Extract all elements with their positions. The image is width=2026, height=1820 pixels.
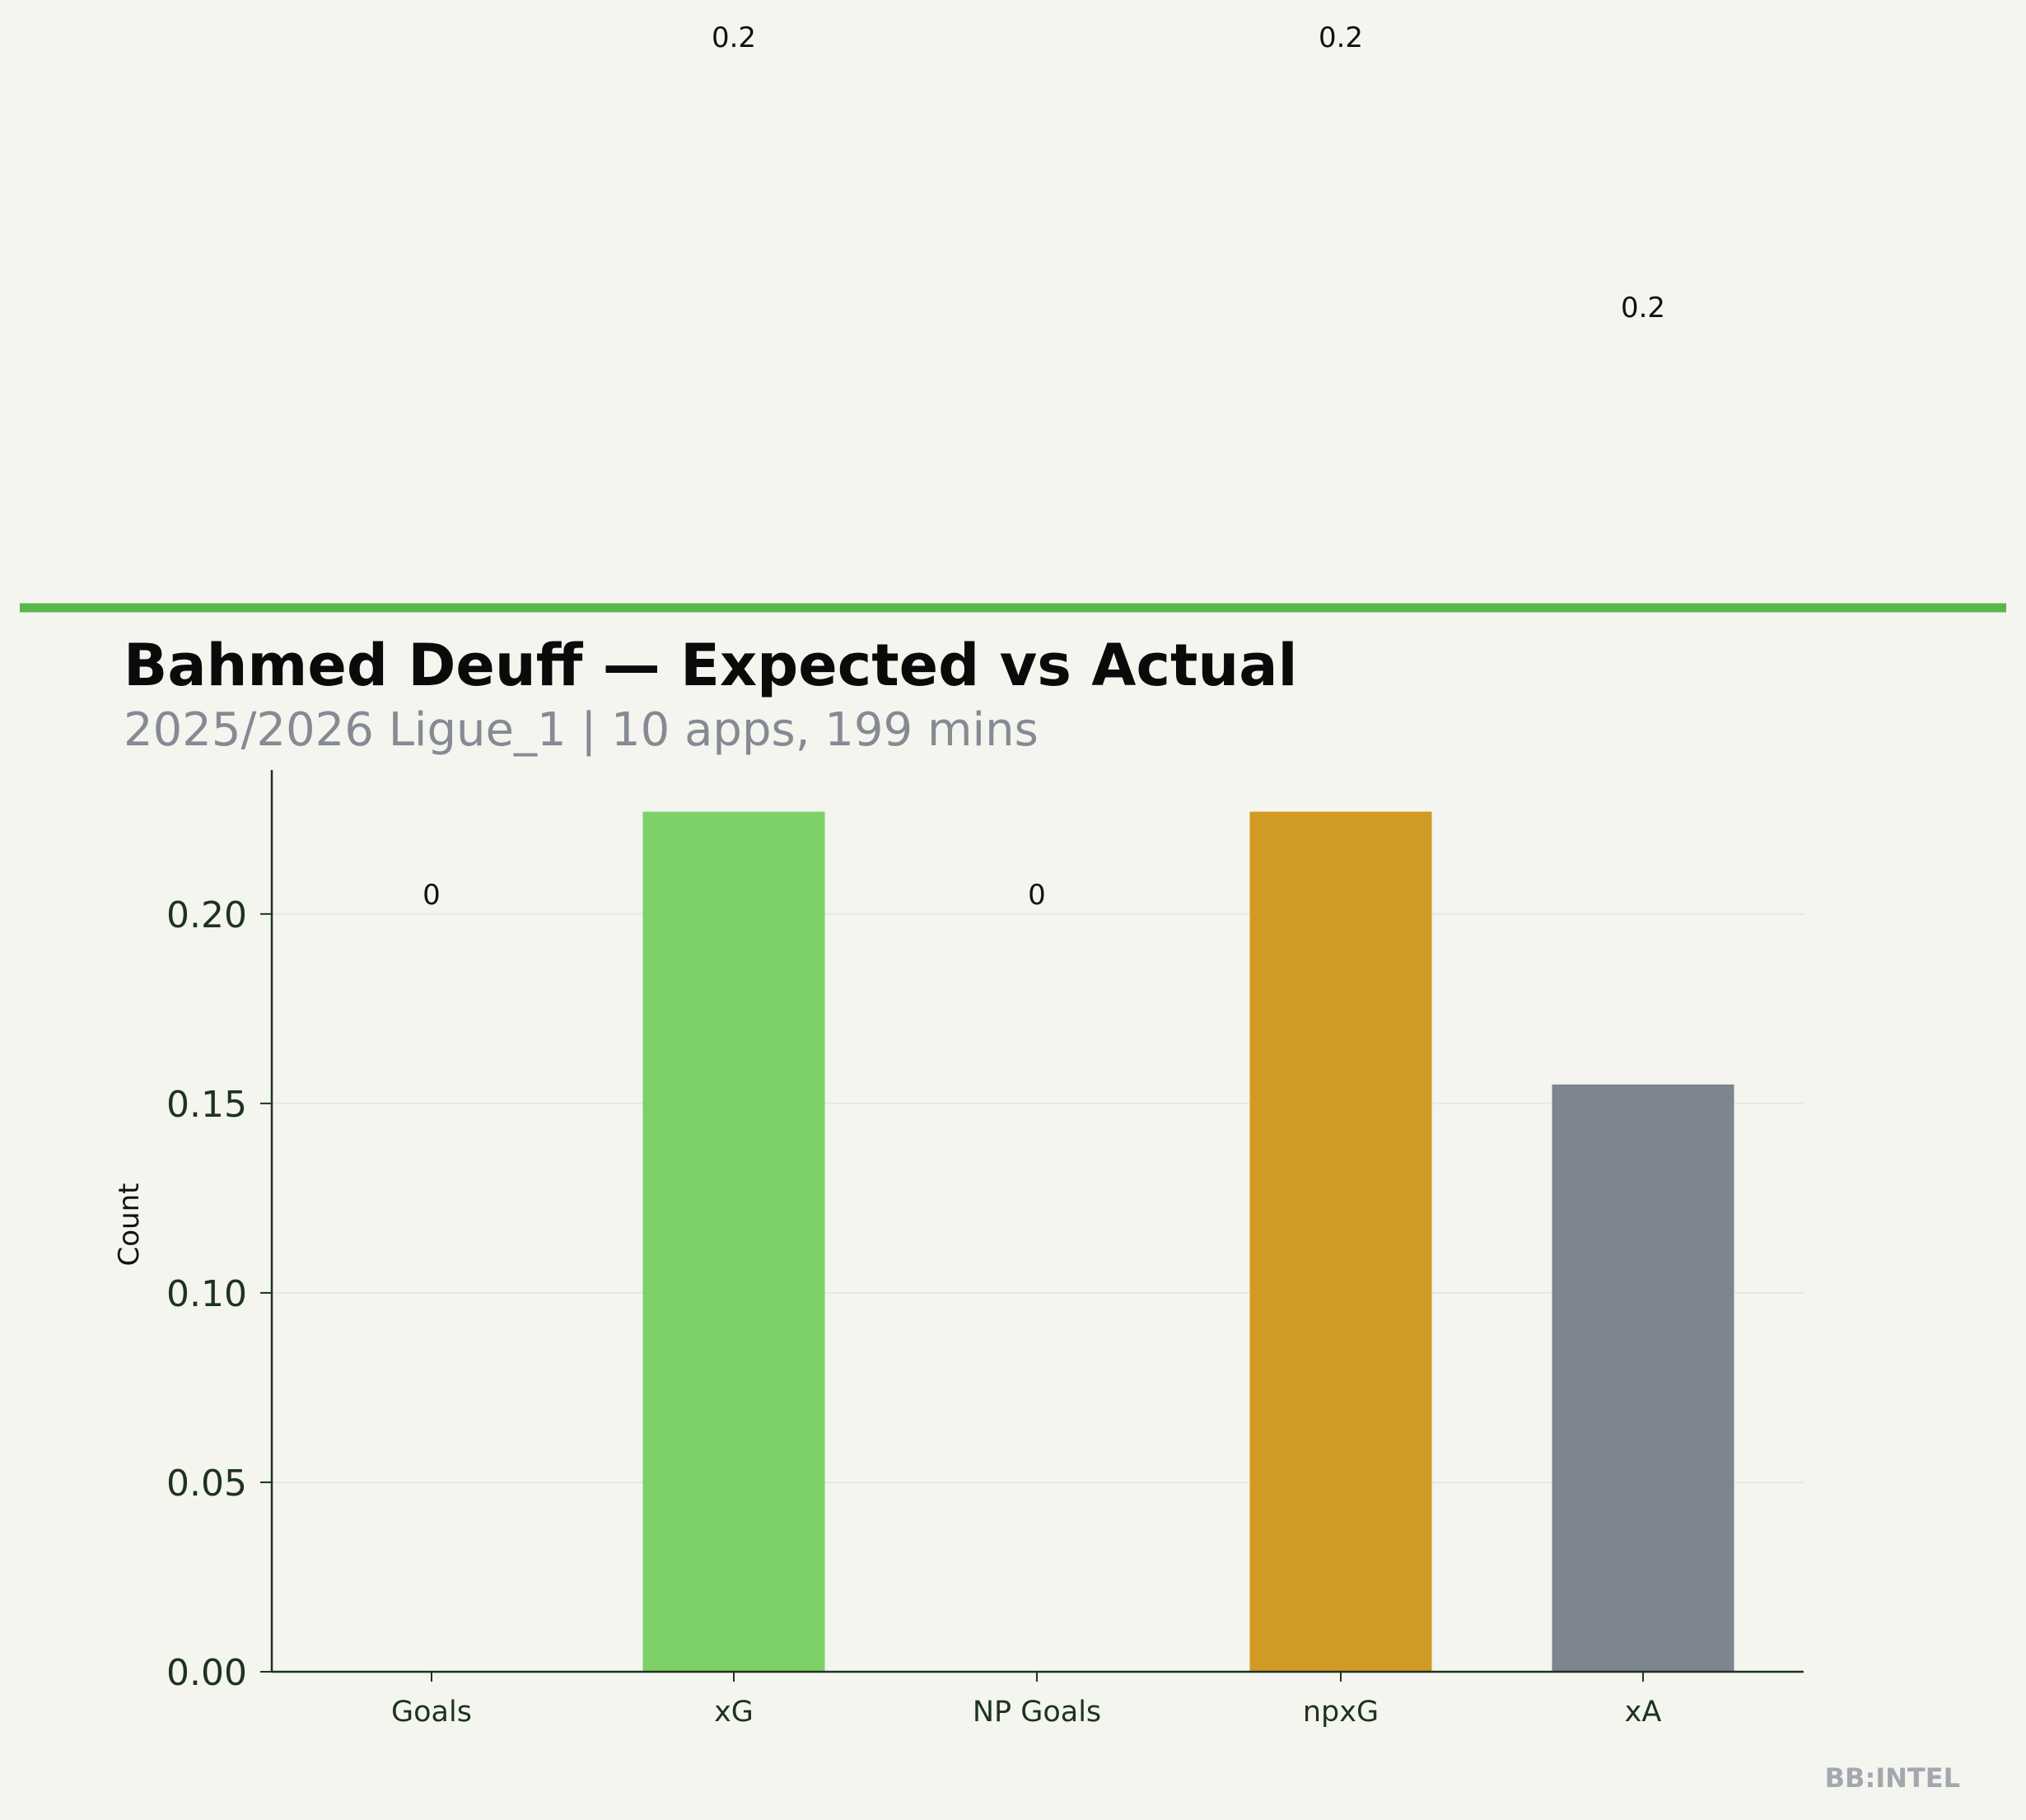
y-tick-label: 0.00 bbox=[166, 1652, 247, 1694]
data-label: 0 bbox=[1028, 879, 1046, 912]
x-tick-label: xA bbox=[1625, 1696, 1662, 1729]
chart-subtitle: 2025/2026 Ligue_1 | 10 apps, 199 mins bbox=[124, 703, 1039, 757]
bar-xg bbox=[642, 811, 825, 1672]
y-tick-label: 0.20 bbox=[166, 894, 247, 936]
data-label: 0.2 bbox=[712, 21, 756, 54]
watermark: BB:INTEL bbox=[1825, 1762, 1960, 1794]
y-tick-label: 0.05 bbox=[166, 1463, 247, 1505]
bar-xa bbox=[1552, 1084, 1734, 1672]
axes: 0.00 0.05 0.10 0.15 0.20 Goals xG NP Goals npxG x… bbox=[166, 770, 1804, 1729]
data-label: 0.2 bbox=[1319, 21, 1363, 54]
x-tick-label: NP Goals bbox=[973, 1696, 1101, 1729]
data-label: 0 bbox=[422, 879, 441, 912]
chart-title: Bahmed Deuff — Expected vs Actual bbox=[124, 632, 1298, 699]
data-labels: 0 0.2 0 0.2 0.2 bbox=[422, 21, 1665, 912]
x-tick-label: xG bbox=[714, 1696, 754, 1729]
x-tick-label: npxG bbox=[1303, 1696, 1379, 1729]
y-tick-label: 0.15 bbox=[166, 1084, 247, 1126]
y-tick-label: 0.10 bbox=[166, 1273, 247, 1315]
y-axis-label: Count bbox=[113, 1183, 146, 1267]
data-label: 0.2 bbox=[1621, 292, 1665, 324]
x-tick-label: Goals bbox=[391, 1696, 472, 1729]
bars bbox=[642, 811, 1734, 1672]
bar-npxg bbox=[1249, 811, 1432, 1672]
